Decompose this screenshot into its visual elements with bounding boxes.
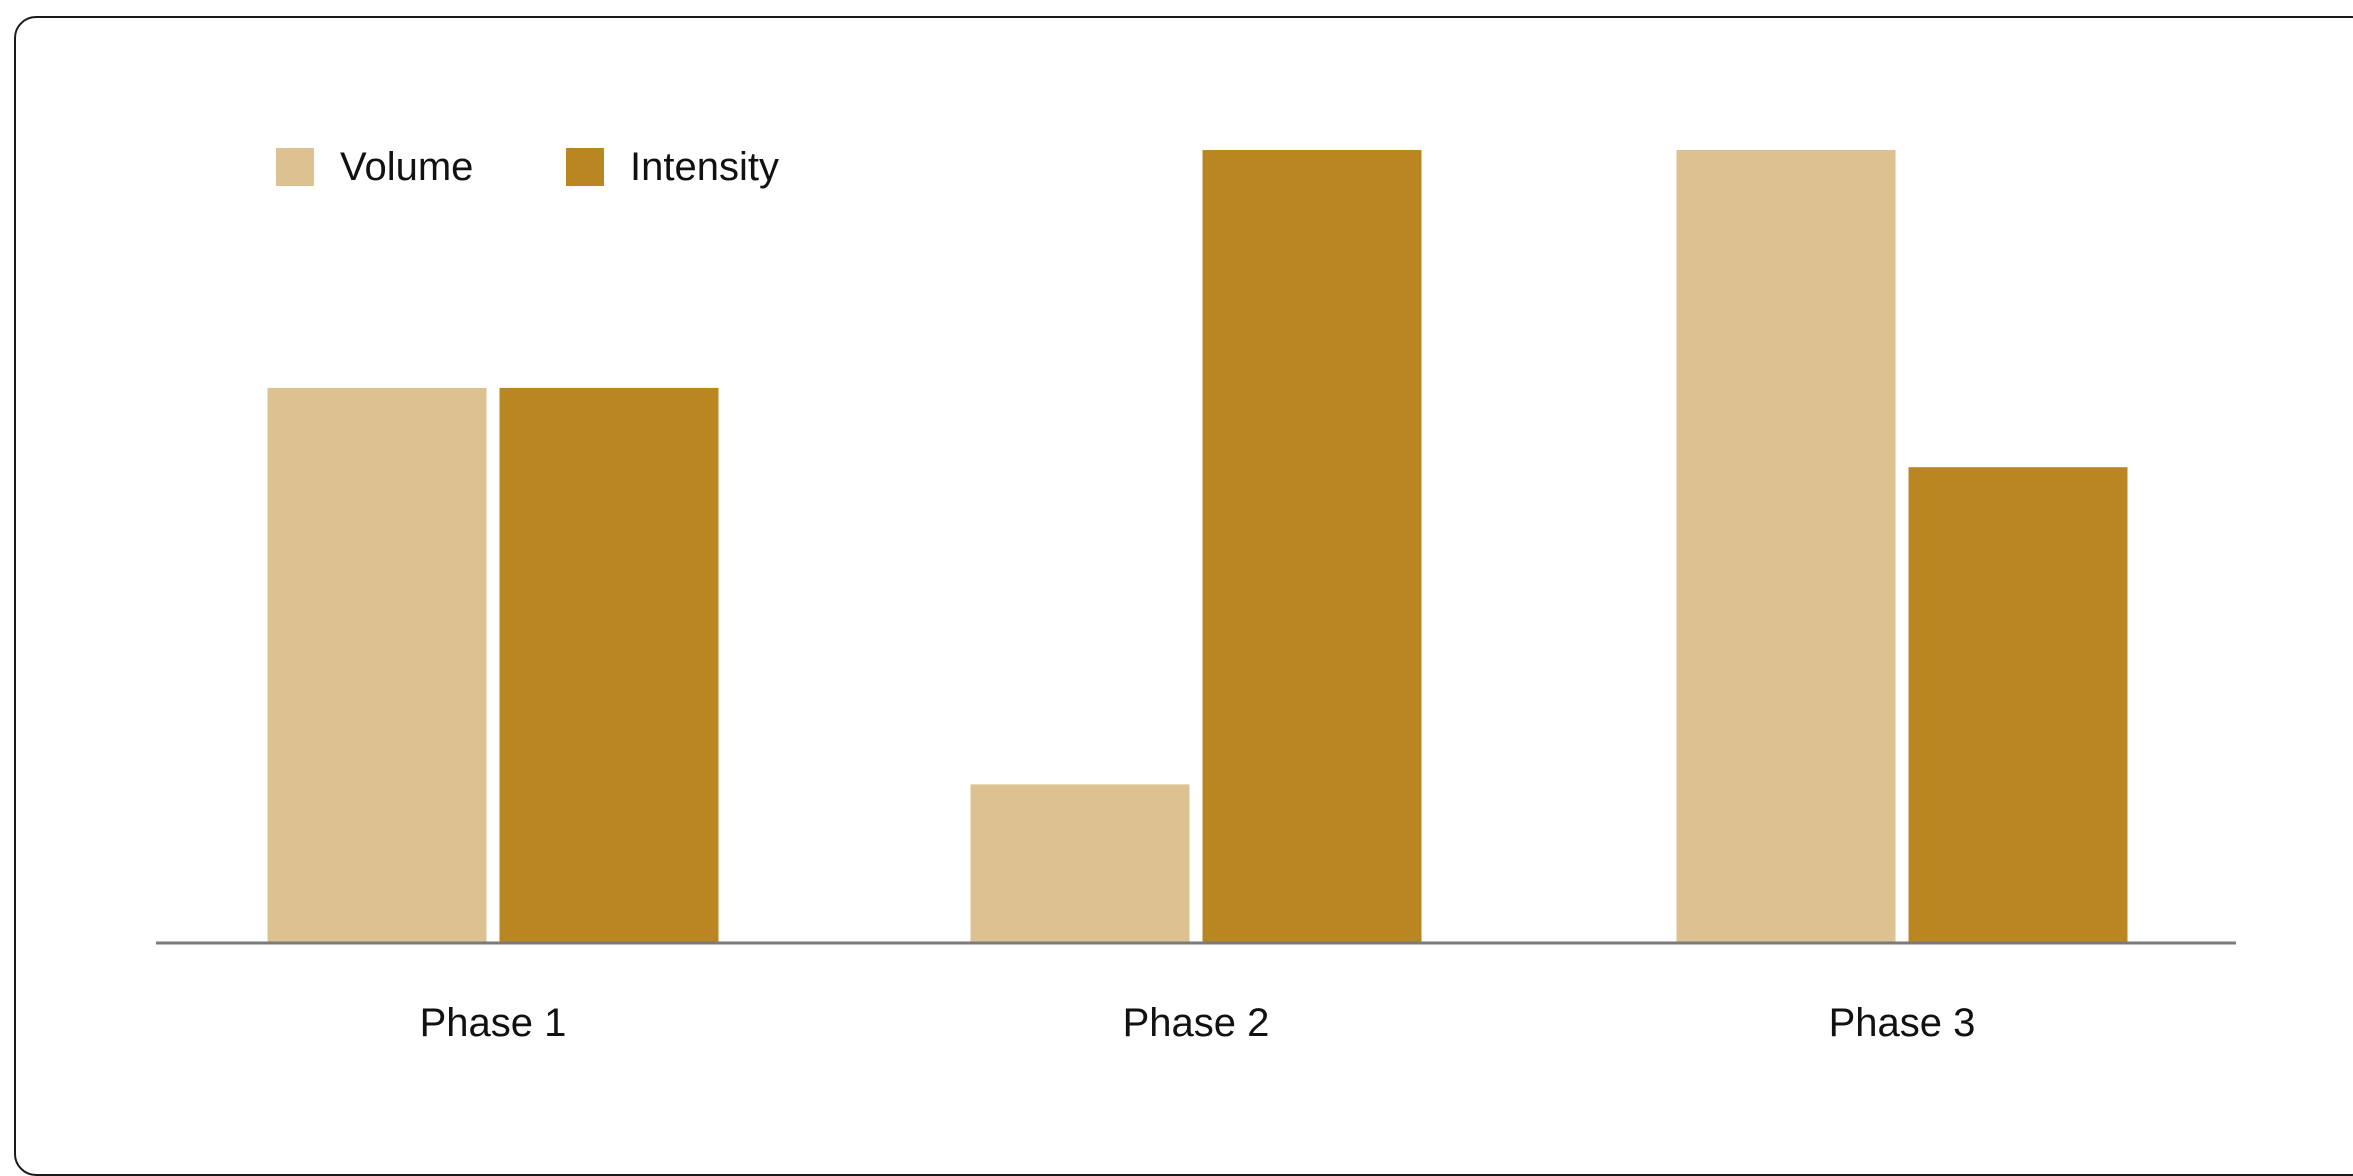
- x-tick-label-phase-2: Phase 2: [1123, 1001, 1270, 1045]
- bar-volume-phase-2: [970, 784, 1190, 943]
- bar-intensity-phase-2: [1202, 150, 1422, 943]
- x-tick-labels: Phase 1 Phase 2 Phase 3: [420, 1001, 1976, 1045]
- legend-swatch-intensity: [566, 148, 604, 186]
- bars: [267, 150, 2128, 943]
- legend-label-intensity: Intensity: [630, 145, 779, 189]
- bar-chart: Volume Intensity Phase 1 Phase 2 Phase 3: [156, 145, 2236, 1045]
- legend: Volume Intensity: [276, 145, 779, 189]
- bar-volume-phase-3: [1676, 150, 1896, 943]
- legend-swatch-volume: [276, 148, 314, 186]
- bar-intensity-phase-3: [1908, 467, 2128, 943]
- bar-volume-phase-1: [267, 387, 487, 943]
- x-tick-label-phase-1: Phase 1: [420, 1001, 567, 1045]
- x-tick-label-phase-3: Phase 3: [1829, 1001, 1976, 1045]
- legend-label-volume: Volume: [340, 145, 473, 189]
- bar-intensity-phase-1: [499, 387, 719, 943]
